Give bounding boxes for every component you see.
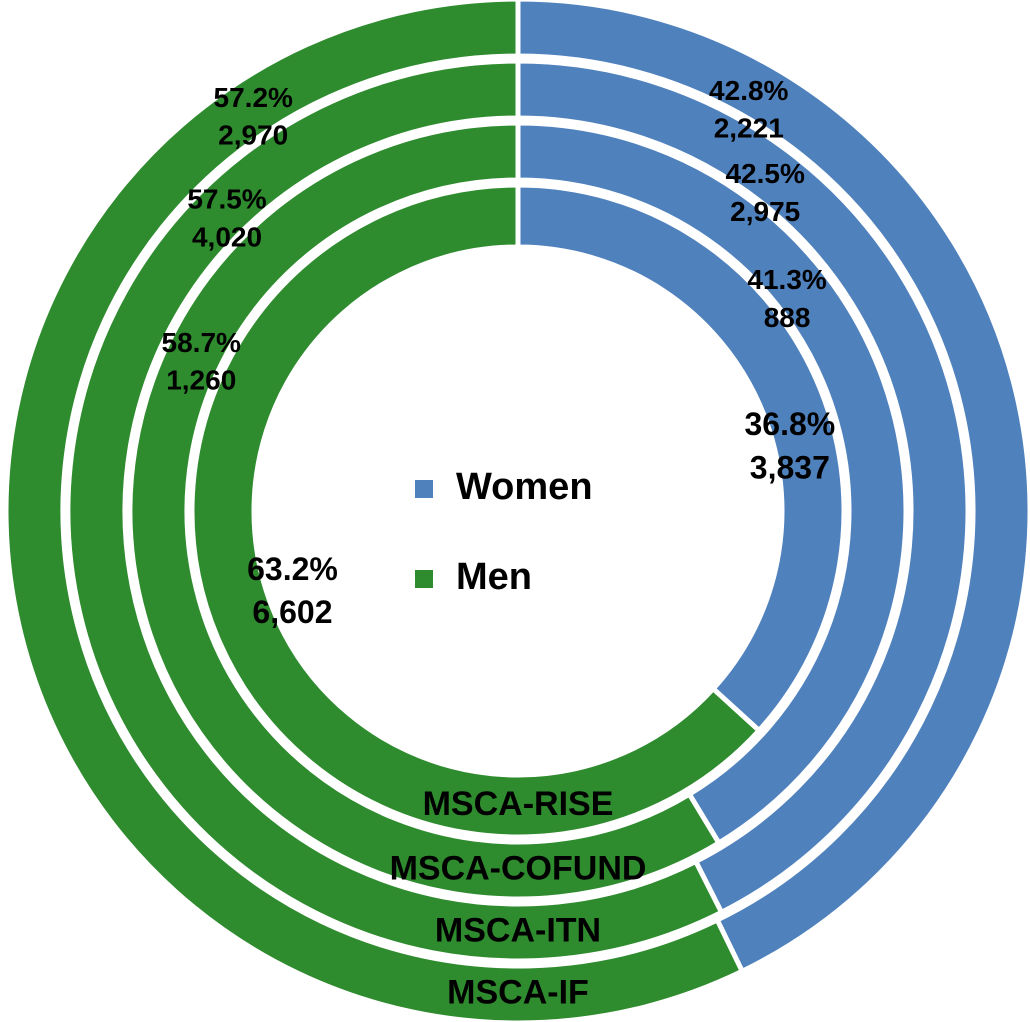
legend-label-women: Women [456,466,593,508]
ring-segment-msca-itn-men [65,58,725,964]
data-label-msca-cofund-women-pct: 41.3% [747,264,826,295]
data-label-msca-cofund-men-count: 1,260 [166,365,236,396]
ring-segment-msca-cofund-men [127,120,723,902]
chart-labels: 42.8% 2,221 57.2% 2,970 MSCA-IF 42.5% 2,975 57.… [162,75,836,1012]
data-label-msca-if-women-count: 2,221 [714,113,784,144]
ring-label-msca-itn: MSCA-ITN [435,911,601,949]
data-label-msca-if-women-pct: 42.8% [709,75,788,106]
data-label-msca-rise-men-count: 6,602 [252,594,332,630]
data-label-msca-if-men-pct: 57.2% [214,82,293,113]
legend-swatch-men [415,570,433,588]
data-label-msca-rise-women-count: 3,837 [750,449,830,485]
chart-rings [3,0,1030,1022]
ring-label-msca-rise: MSCA-RISE [423,785,614,823]
ring-segment-msca-if-men [3,0,746,1022]
ring-label-msca-cofund: MSCA-COFUND [390,849,647,887]
ring-label-msca-if: MSCA-IF [447,973,589,1011]
data-label-msca-rise-women-pct: 36.8% [744,406,835,442]
legend-swatch-women [415,480,433,498]
ring-segment-msca-cofund-women [515,120,909,847]
data-label-msca-rise-men-pct: 63.2% [247,551,338,587]
data-label-msca-cofund-women-count: 888 [764,302,811,333]
legend-label-men: Men [456,556,532,598]
data-label-msca-cofund-men-pct: 58.7% [162,327,241,358]
data-label-msca-itn-men-count: 4,020 [192,221,262,252]
ring-segment-msca-rise-men [189,182,763,840]
ring-segment-msca-rise-women [515,182,847,735]
data-label-msca-itn-women-count: 2,975 [730,196,800,227]
data-label-msca-itn-women-pct: 42.5% [725,158,804,189]
ring-segment-msca-itn-women [515,58,971,916]
chart-legend: Women Men [415,466,593,598]
data-label-msca-itn-men-pct: 57.5% [187,184,266,215]
data-label-msca-if-men-count: 2,970 [218,120,288,151]
